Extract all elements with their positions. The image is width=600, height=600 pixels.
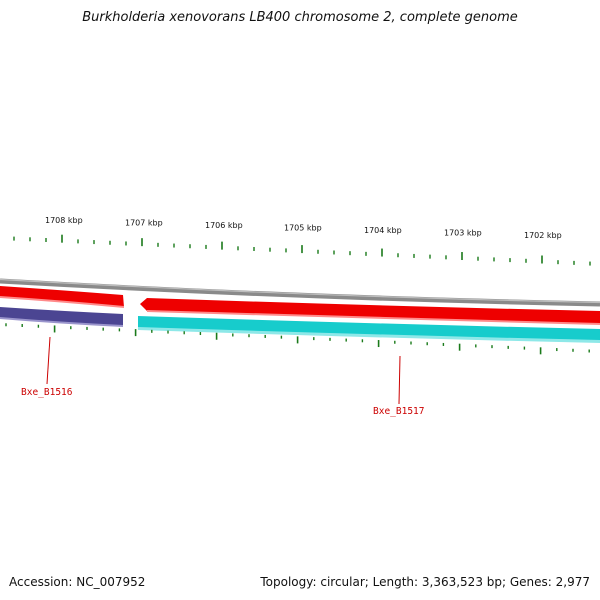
scale-tick-label: 1706 kbp <box>205 221 243 230</box>
lower-scale-ticks <box>5 323 590 355</box>
gene-label-leader-bxe-b1516 <box>46 336 51 385</box>
forward-gene-left <box>0 286 124 307</box>
forward-gene-left-shade <box>0 296 124 308</box>
scale-tick-label: 1702 kbp <box>524 231 562 240</box>
genome-summary-label: Topology: circular; Length: 3,363,523 bp… <box>260 575 590 589</box>
reverse-gene-bxe-b1516-shade <box>0 317 123 327</box>
scale-tick-label: 1705 kbp <box>284 224 322 233</box>
upper-scale-ticks <box>13 234 591 266</box>
reverse-gene-bxe-b1517-shade <box>138 327 600 343</box>
scale-tick-label: 1704 kbp <box>364 226 402 235</box>
map-title: Burkholderia xenovorans LB400 chromosome… <box>82 10 518 25</box>
scale-tick-labels: 1708 kbp 1707 kbp 1706 kbp 1705 kbp 1704 kbp… <box>45 216 562 240</box>
gene-label-leader-bxe-b1517 <box>398 355 401 405</box>
reverse-gene-bxe-b1517 <box>138 316 600 342</box>
reverse-gene-bxe-b1516 <box>0 307 123 326</box>
scale-tick-label: 1703 kbp <box>444 229 482 238</box>
chromosome-backbone <box>0 278 600 307</box>
gene-label-bxe-b1517[interactable]: Bxe_B1517 <box>373 406 424 417</box>
scale-tick-label: 1707 kbp <box>125 219 163 228</box>
forward-gene-right <box>140 298 600 324</box>
chromosome-backbone-highlight <box>0 278 600 304</box>
accession-label: Accession: NC_007952 <box>9 575 146 589</box>
forward-gene-right-shade <box>147 310 600 325</box>
gene-label-bxe-b1516[interactable]: Bxe_B1516 <box>21 387 73 398</box>
scale-tick-label: 1708 kbp <box>45 216 83 225</box>
